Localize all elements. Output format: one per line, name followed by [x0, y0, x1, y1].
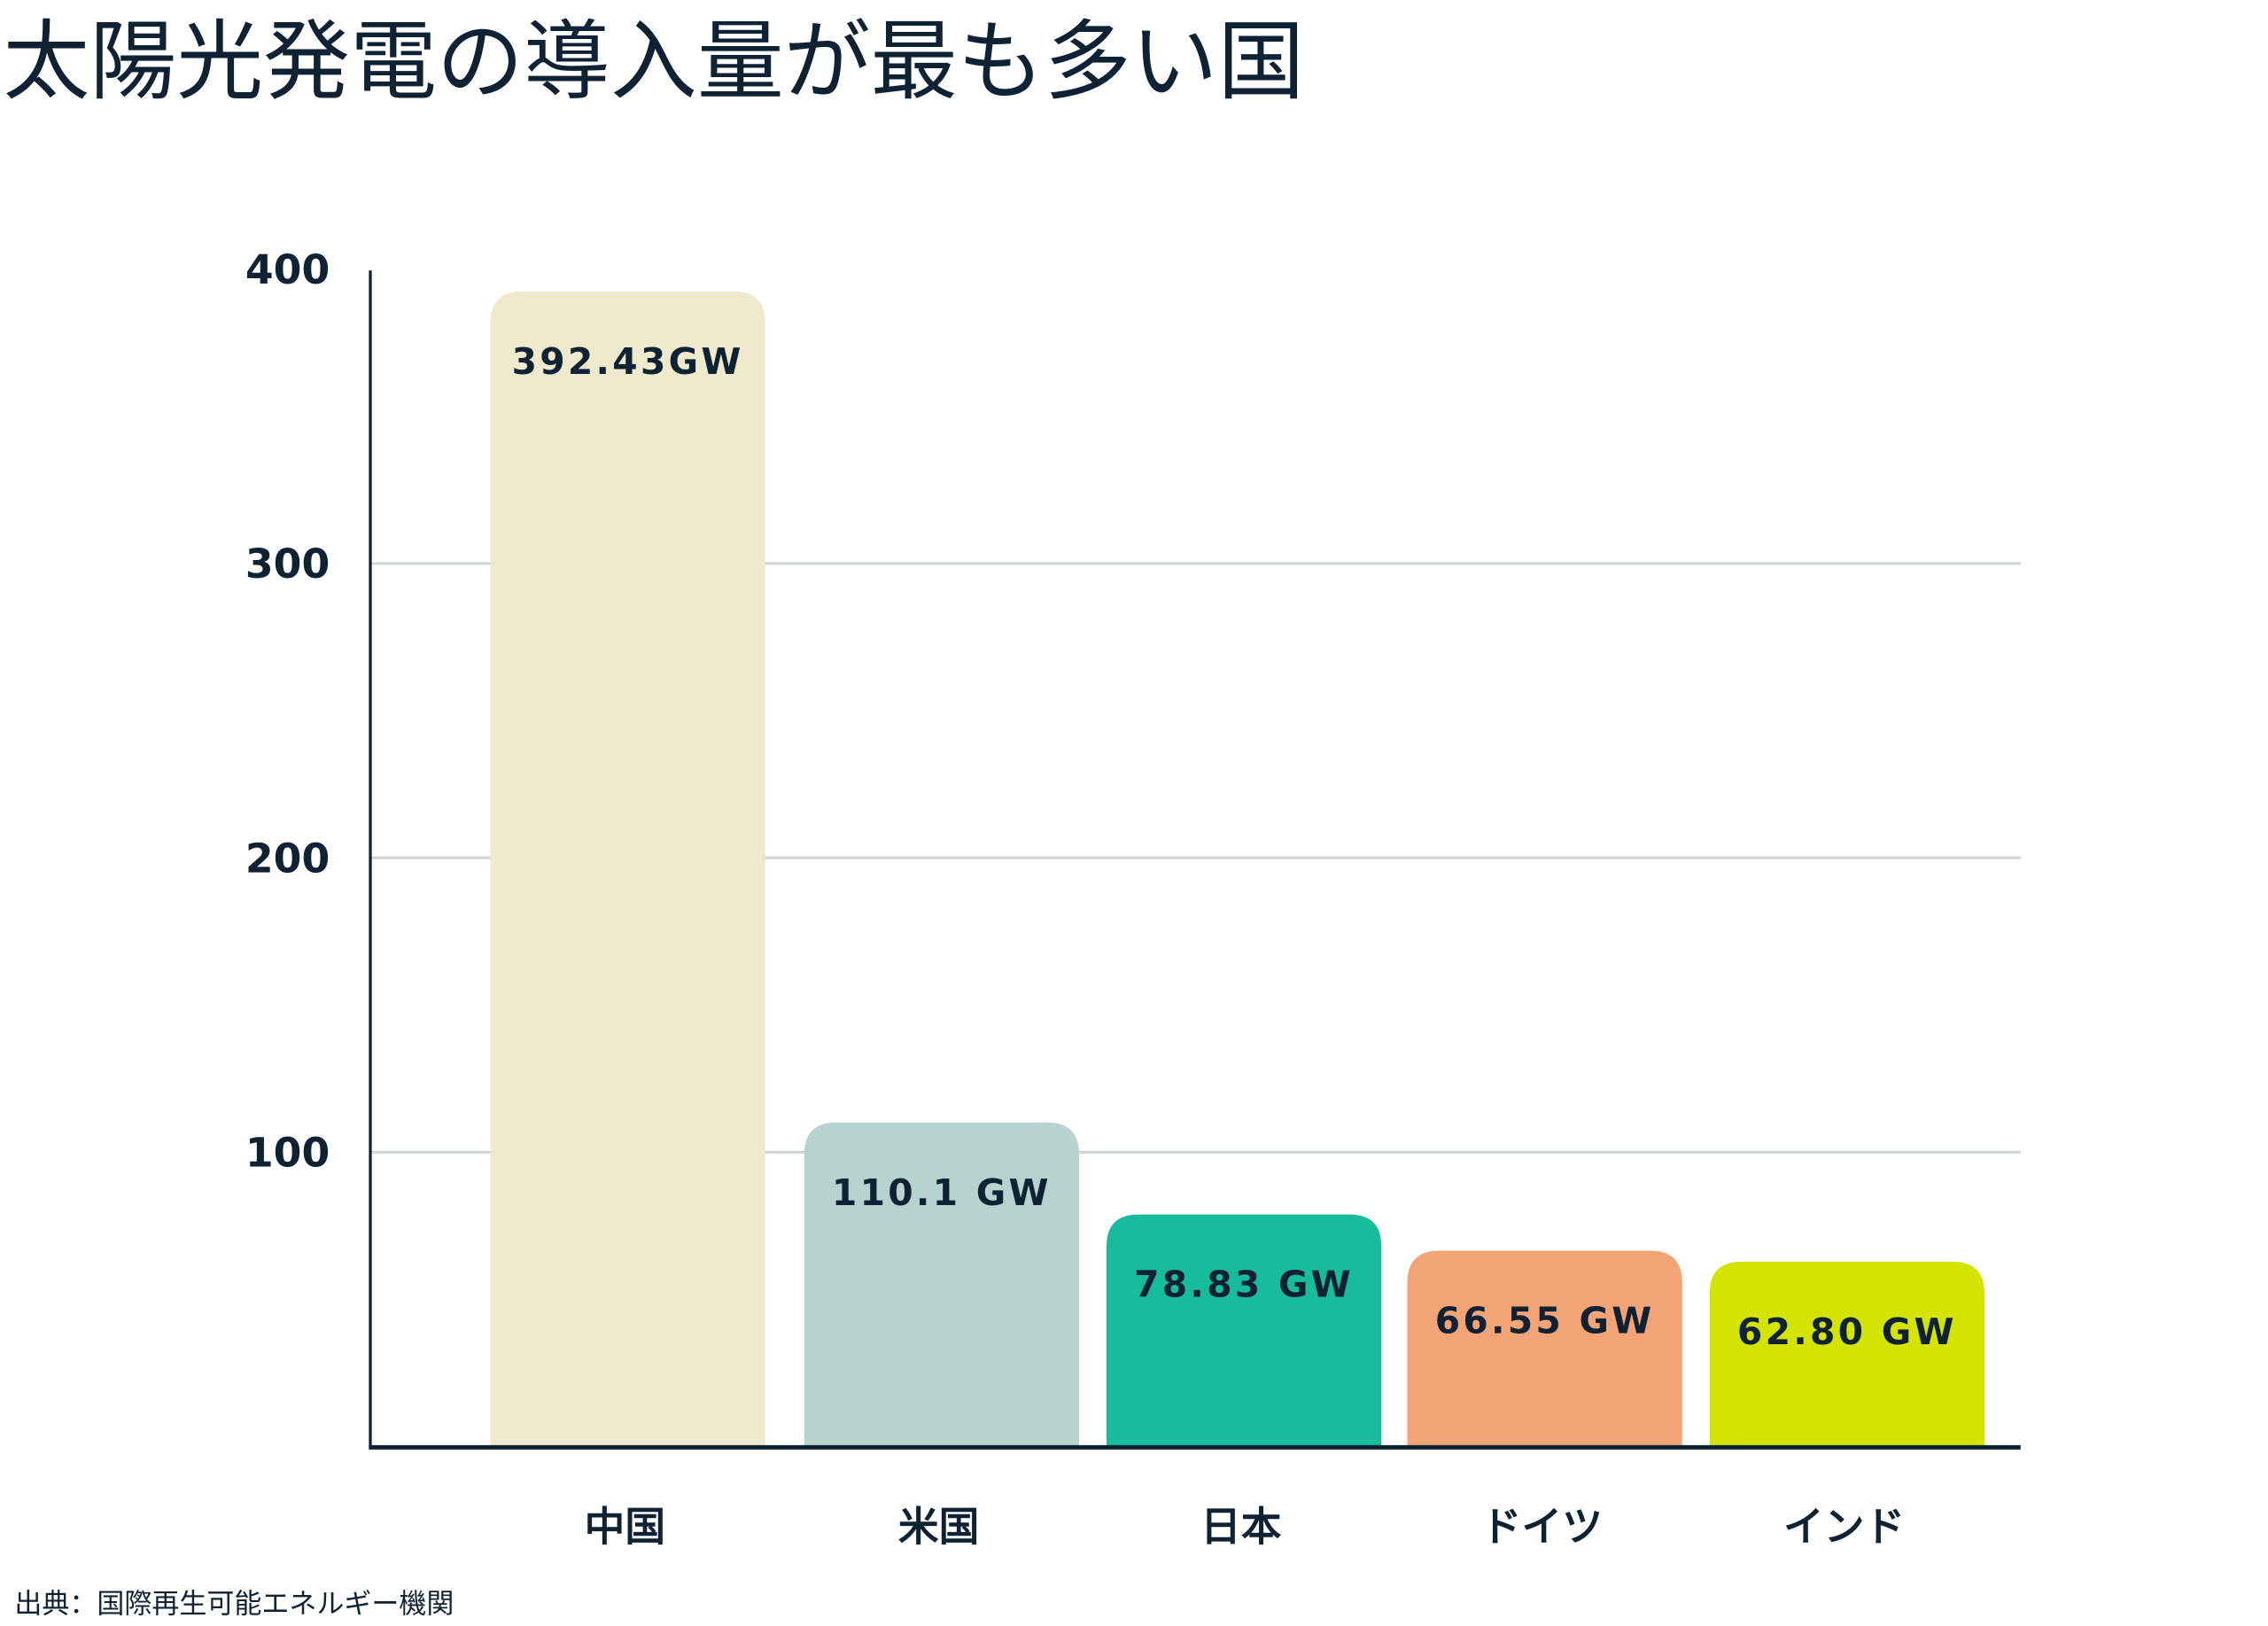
source-note: 出典：国際再生可能エネルギー機関 — [14, 1588, 454, 1620]
bar — [804, 1122, 1079, 1447]
x-tick-label: 日本 — [1200, 1504, 1282, 1551]
bar — [1709, 1261, 1984, 1447]
data-label: 78.83 GW — [1134, 1264, 1354, 1306]
y-tick-label: 300 — [245, 541, 330, 587]
data-label: 66.55 GW — [1435, 1300, 1655, 1342]
bars: 392.43GW 110.1 GW 78.83 GW 66.55 GW 62.80 GW — [490, 291, 1984, 1447]
y-tick-label: 400 — [245, 246, 330, 293]
x-tick-label: インド — [1783, 1504, 1905, 1551]
y-tick-labels: 100 200 300 400 — [245, 246, 330, 1177]
y-tick-label: 100 — [245, 1130, 330, 1177]
bar — [1106, 1214, 1382, 1447]
x-tick-labels: 中国 米国 日本 ドイツ インド — [585, 1504, 1906, 1551]
y-tick-label: 200 — [245, 835, 330, 882]
bar — [1407, 1250, 1682, 1447]
x-tick-label: 米国 — [898, 1504, 979, 1551]
x-tick-label: ドイツ — [1481, 1504, 1603, 1551]
data-label: 110.1 GW — [832, 1171, 1052, 1214]
x-tick-label: 中国 — [585, 1504, 665, 1551]
data-label: 392.43GW — [512, 340, 744, 383]
data-label: 62.80 GW — [1737, 1311, 1957, 1353]
chart-title: 太陽光発電の導入量が最も多い国 — [3, 12, 1304, 113]
bar — [490, 291, 765, 1447]
